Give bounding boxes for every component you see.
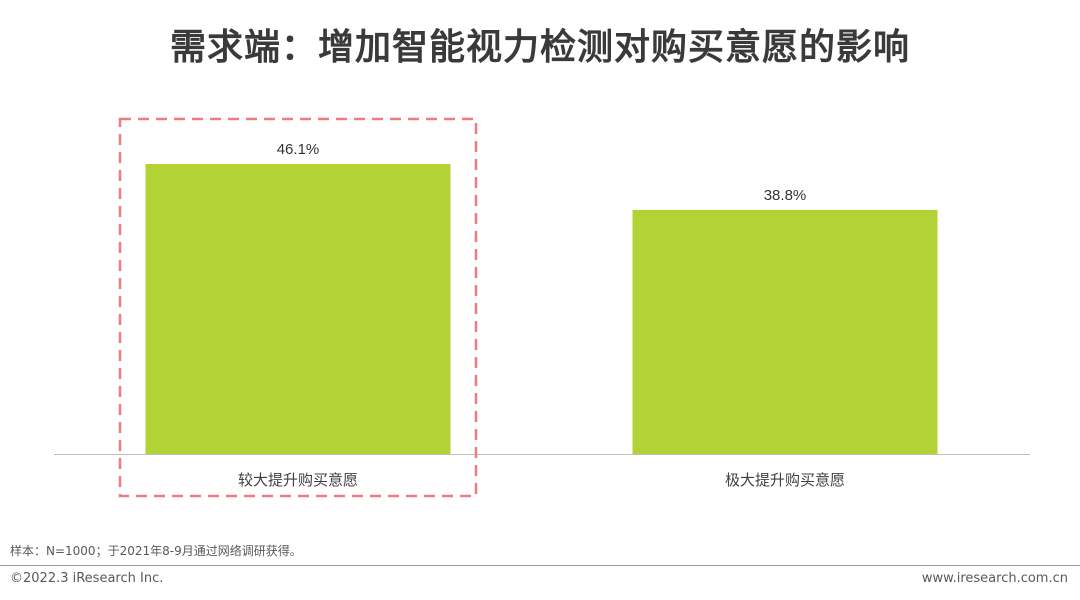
chart-title: 需求端：增加智能视力检测对购买意愿的影响 [169,27,910,68]
bar-chart: 46.1% 较大提升购买意愿 38.8% 极大提升购买意愿 [54,117,1030,498]
copyright-text: ©2022.3 iResearch Inc. [10,571,164,586]
sample-footnote: 样本：N=1000；于2021年8-9月通过网络调研获得。 [10,544,302,558]
category-label-1: 较大提升购买意愿 [238,471,358,489]
footer-divider [0,565,1080,566]
highlight-dashed-box [118,117,478,498]
bar-2 [632,209,938,454]
data-label-2: 38.8% [764,187,807,204]
bar-1 [145,164,451,454]
category-label-2: 极大提升购买意愿 [725,471,845,489]
data-label-1: 46.1% [277,141,320,158]
website-url: www.iresearch.com.cn [921,571,1068,586]
